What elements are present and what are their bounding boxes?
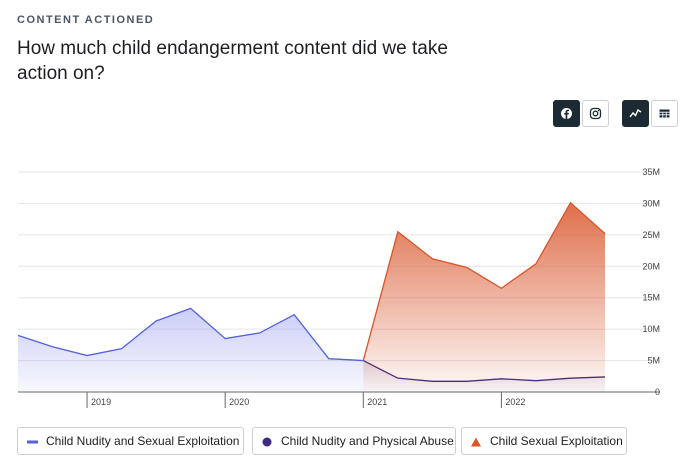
legend-item[interactable]: Child Nudity and Sexual Exploitation	[17, 427, 244, 455]
chart: 0 5M 10M 15M 20M 25M 30M 35M 2019 2020 2021 2022	[17, 167, 660, 408]
legend-swatch	[262, 437, 272, 447]
chart-view-button[interactable]	[622, 100, 649, 127]
y-tick-label: 5M	[647, 356, 660, 366]
y-tick-label: 35M	[642, 167, 660, 177]
legend-label: Child Nudity and Sexual Exploitation	[46, 434, 240, 448]
legend-item[interactable]: Child Sexual Exploitation	[461, 427, 627, 455]
y-tick-label: 0	[655, 387, 660, 397]
instagram-icon	[589, 107, 602, 120]
kicker: CONTENT ACTIONED	[17, 14, 155, 26]
line	[17, 307, 364, 362]
chart-icon	[629, 108, 642, 118]
legend-item[interactable]: Child Nudity and Physical Abuse	[252, 427, 456, 455]
y-tick-label: 15M	[642, 293, 660, 303]
x-tick-label: 2022	[505, 397, 525, 407]
legend-swatch	[471, 437, 481, 447]
x-tick-label: 2020	[229, 397, 249, 407]
x-tick-label: 2019	[91, 397, 111, 407]
x-tick-label: 2021	[367, 397, 387, 407]
legend-swatch	[27, 440, 38, 444]
y-tick-label: 20M	[642, 261, 660, 271]
y-tick-label: 10M	[642, 324, 660, 334]
legend-label: Child Nudity and Physical Abuse	[281, 434, 454, 448]
area	[18, 308, 364, 392]
instagram-button[interactable]	[582, 100, 609, 127]
table-view-button[interactable]	[651, 100, 678, 127]
line	[362, 201, 606, 361]
area	[363, 202, 605, 392]
y-tick-label: 30M	[642, 198, 660, 208]
table-icon	[659, 109, 670, 118]
legend-label: Child Sexual Exploitation	[490, 434, 623, 448]
y-tick-label: 25M	[642, 230, 660, 240]
chart-title: How much child endangerment content did …	[17, 38, 448, 84]
facebook-icon	[561, 108, 572, 119]
facebook-button[interactable]	[553, 100, 580, 127]
